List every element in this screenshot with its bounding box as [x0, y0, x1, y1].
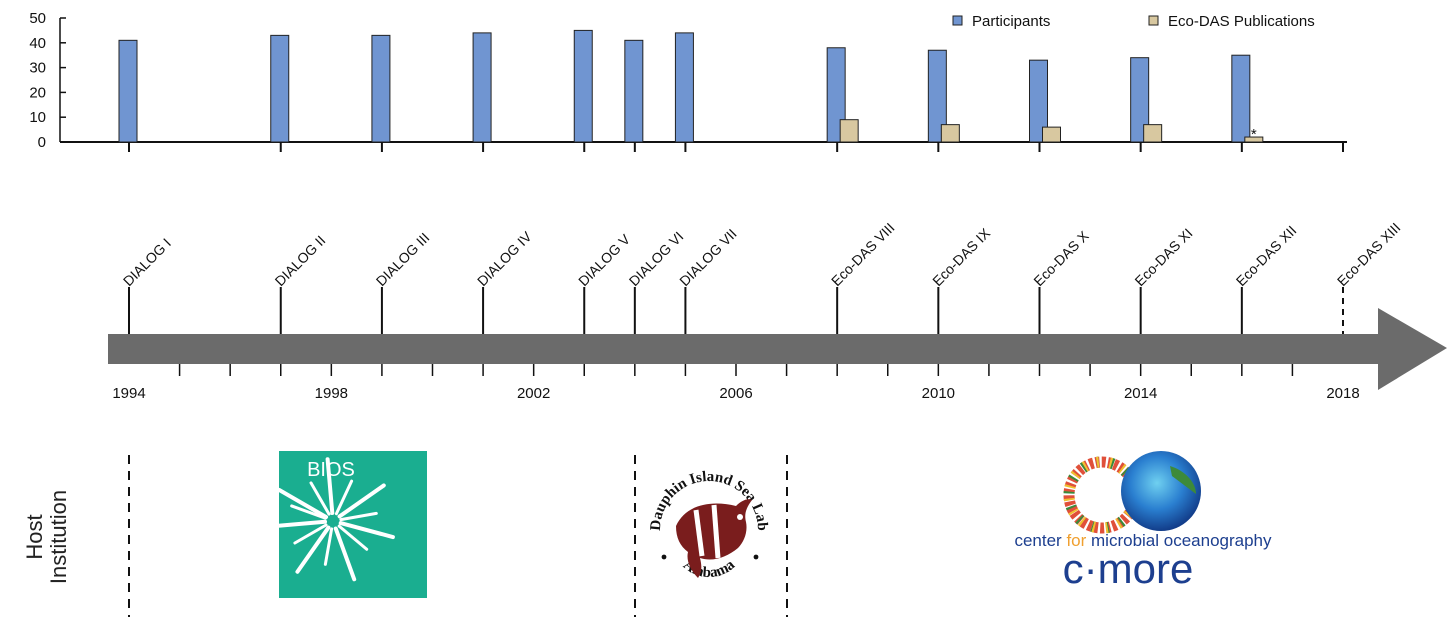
bar-publications [1042, 126, 1061, 143]
bios-ray [309, 481, 331, 516]
cmore-logo: center for microbial oceanography c·more [1014, 451, 1272, 592]
event-label: Eco-DAS XIII [1334, 219, 1404, 289]
angelfish-icon [676, 499, 752, 578]
bar-participants [371, 34, 391, 143]
bar-publications [1143, 124, 1163, 143]
year-label: 2002 [517, 385, 550, 402]
event-label: DIALOG V [575, 231, 634, 290]
disl-dot-left [661, 554, 667, 560]
host-institution-row: Host Institution BIOS Dauphin Island Sea… [22, 451, 1272, 617]
year-label: 1994 [112, 385, 145, 402]
bars-group [118, 29, 1344, 152]
host-label-line2: Institution [46, 490, 71, 584]
bios-ray [339, 511, 378, 522]
legend-label-publications: Eco-DAS Publications [1168, 13, 1315, 30]
cmore-tagline-part3: microbial oceanography [1086, 531, 1272, 550]
cmore-tagline-part1: center [1014, 531, 1066, 550]
y-tick-label: 50 [29, 10, 46, 27]
event-label: Eco-DAS X [1030, 227, 1092, 289]
bar-participants [674, 32, 694, 143]
bios-ray [295, 525, 331, 574]
bios-sunburst-icon [269, 457, 395, 582]
bios-ray [277, 488, 329, 519]
year-label: 2018 [1326, 385, 1359, 402]
bios-ray [323, 527, 334, 566]
year-label: 1998 [315, 385, 348, 402]
bar-publications [940, 124, 960, 143]
event-label: DIALOG III [373, 229, 433, 289]
disl-logo: Dauphin Island Sea Lab Alabama [643, 466, 775, 598]
bios-ray [290, 504, 327, 520]
event-label: Eco-DAS XI [1131, 225, 1195, 289]
event-label: Eco-DAS IX [929, 225, 994, 290]
cmore-wordmark: c·more [1063, 545, 1194, 592]
bar-participants [270, 34, 290, 143]
bios-ray [333, 526, 357, 582]
bios-ray [334, 479, 354, 516]
bar-chart: 0 10 20 30 40 50 * Participants Eco-DAS Publi… [29, 10, 1347, 152]
bar-participants [472, 32, 492, 143]
bios-ray [338, 521, 395, 540]
bios-ray [293, 523, 328, 545]
y-tick-label: 30 [29, 60, 46, 77]
publications-annotation: * [1251, 126, 1257, 143]
event-label: Eco-DAS VIII [828, 219, 898, 289]
legend: Participants Eco-DAS Publications [952, 13, 1315, 30]
cmore-tagline-for: for [1066, 531, 1086, 550]
bios-ray [269, 519, 328, 529]
y-tick-label: 40 [29, 35, 46, 52]
timeline-arrow [108, 308, 1447, 390]
y-tick-label: 20 [29, 84, 46, 101]
bar-participants [624, 39, 644, 143]
y-tick-label: 0 [38, 134, 46, 151]
cmore-tagline: center for microbial oceanography [1014, 531, 1272, 550]
y-tick-label: 10 [29, 109, 46, 126]
event-label: DIALOG IV [474, 228, 535, 289]
bios-ray [337, 483, 386, 519]
bios-logo-text: BIOS [307, 459, 355, 481]
legend-swatch-participants [952, 15, 963, 26]
year-ticks: 1994 1998 2002 2006 2010 2014 2018 [112, 364, 1360, 402]
host-side-label: Host Institution [22, 490, 71, 584]
bios-ray [325, 457, 335, 516]
y-axis: 0 10 20 30 40 50 [29, 10, 66, 151]
event-label: DIALOG VII [676, 226, 740, 290]
timeline: DIALOG I DIALOG II DIALOG III DIALOG IV DIAL… [108, 219, 1447, 402]
bar-publications [839, 119, 859, 143]
earth-globe-icon [1121, 451, 1201, 531]
bar-publications [1244, 136, 1264, 143]
bar-participants [118, 39, 138, 143]
bar-participants [1231, 54, 1251, 143]
legend-swatch-publications [1148, 15, 1159, 26]
event-label: DIALOG I [120, 235, 174, 289]
year-label: 2006 [719, 385, 752, 402]
bios-logo: BIOS [269, 451, 427, 598]
bar-participants [573, 29, 593, 143]
event-markers: DIALOG I DIALOG II DIALOG III DIALOG IV DIAL… [120, 219, 1404, 334]
year-label: 2014 [1124, 385, 1157, 402]
event-label: DIALOG II [272, 232, 329, 289]
event-label: Eco-DAS XII [1233, 222, 1300, 289]
disl-dot-right [753, 554, 759, 560]
host-label-line1: Host [22, 514, 47, 559]
legend-label-participants: Participants [972, 13, 1050, 30]
bios-ray [337, 524, 369, 551]
globe-landmass [1170, 466, 1196, 494]
year-label: 2010 [922, 385, 955, 402]
